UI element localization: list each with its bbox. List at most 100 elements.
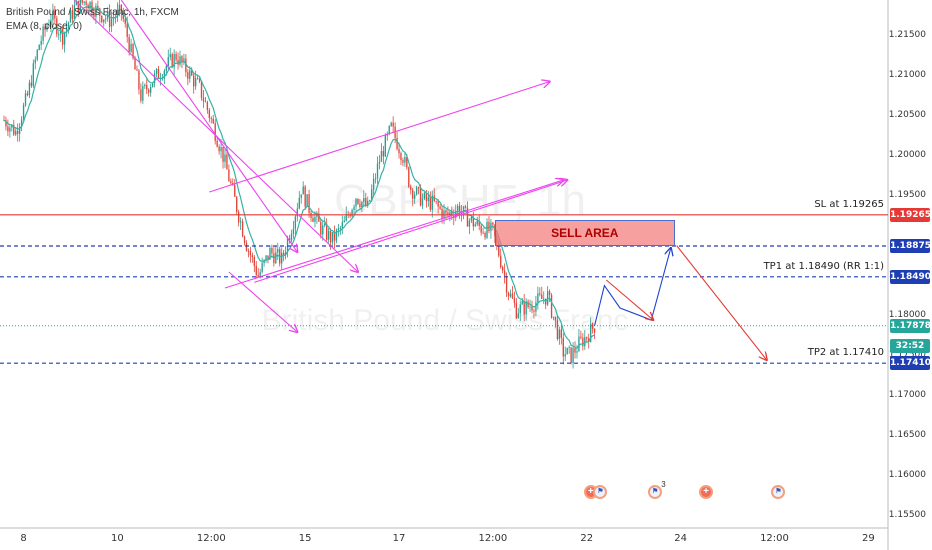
ema-indicator-label[interactable]: EMA (8, close, 0) (6, 21, 83, 32)
candle-body (327, 230, 330, 240)
candle-body (81, 0, 83, 3)
candle-body (539, 293, 541, 295)
candle-body (417, 187, 420, 189)
candle-body (237, 211, 240, 223)
time-tick-label: 24 (674, 533, 687, 544)
candle-body (38, 44, 40, 50)
time-tick-label: 8 (20, 533, 27, 544)
candle-body (363, 198, 365, 202)
time-tick-label: 17 (392, 533, 406, 544)
candle-body (251, 255, 254, 257)
candle-body (384, 135, 387, 157)
candle-body (523, 301, 525, 315)
sell-area-zone[interactable]: SELL AREA (494, 220, 675, 246)
candle-body (13, 125, 15, 135)
candle-body (189, 70, 191, 79)
tp1-level-label: TP1 at 1.18490 (RR 1:1) (763, 260, 884, 272)
candle-body (112, 18, 115, 19)
candle-body (320, 221, 322, 235)
candle-body (36, 49, 38, 60)
candle-body (533, 310, 535, 312)
candle-body (470, 216, 473, 221)
candle-body (304, 186, 306, 207)
candle-body (18, 126, 21, 134)
candle-body (439, 206, 441, 209)
sell-area-label: SELL AREA (551, 225, 619, 240)
candle-body (349, 215, 351, 217)
candle-body (110, 18, 113, 27)
candle-body (318, 213, 320, 222)
candle-body (169, 54, 171, 58)
price-tick-label: 1.20000 (888, 150, 926, 160)
candle-body (42, 26, 44, 41)
candle-body (157, 68, 160, 79)
candle-body (191, 70, 193, 76)
candle-body (515, 302, 518, 318)
event-flag-icon[interactable]: ⚑ (593, 485, 608, 499)
candle-body (185, 58, 187, 73)
candle-body (392, 122, 394, 127)
candle-body (372, 178, 375, 190)
candle-body (576, 351, 578, 353)
candle-body (325, 223, 328, 240)
candle-body (367, 200, 369, 206)
candle-body (337, 228, 340, 231)
candle-body (458, 205, 461, 216)
candle-body (396, 137, 398, 150)
candle-body (228, 169, 230, 182)
candle-body (339, 228, 342, 230)
candle-body (457, 205, 459, 212)
price-tick-label: 1.20500 (888, 110, 926, 120)
candle-body (236, 196, 238, 212)
candle-body (17, 130, 19, 134)
candle-body (429, 197, 431, 210)
time-tick-label: 12:00 (760, 533, 789, 544)
candle-body (441, 208, 443, 219)
candle-body (257, 274, 259, 277)
candle-body (124, 19, 126, 24)
candle-body (130, 44, 132, 52)
candle-body (26, 93, 29, 96)
candle-body (588, 338, 590, 342)
candle-body (22, 104, 25, 120)
watermark-name: British Pound / Swiss Franc (262, 304, 629, 337)
candle-body (492, 222, 494, 225)
candle-body (85, 1, 87, 5)
candle-body (144, 84, 146, 87)
time-tick-label: 22 (580, 533, 594, 544)
candle-body (241, 221, 244, 237)
candle-body (93, 12, 95, 17)
price-tick-label: 1.21500 (888, 30, 926, 40)
candle-body (271, 248, 273, 254)
candle-body (449, 212, 451, 215)
candle-body (537, 293, 539, 303)
candle-body (63, 32, 66, 45)
candle-body (568, 347, 570, 349)
candle-body (584, 337, 586, 347)
candle-body (149, 87, 152, 93)
candle-body (181, 56, 183, 63)
candle-body (556, 320, 559, 339)
candle-body (390, 122, 392, 126)
candle-body (468, 220, 471, 227)
event-flag-icon[interactable]: ⚑ (771, 485, 786, 499)
candle-body (312, 218, 314, 222)
candle-body (187, 72, 189, 79)
candle-body (69, 10, 72, 23)
candle-body (48, 25, 50, 27)
candle-body (324, 223, 326, 226)
candle-body (380, 151, 383, 162)
candle-body (220, 146, 222, 152)
candle-body (359, 203, 361, 208)
event-flag-icon[interactable]: ⚑ (648, 485, 663, 499)
candle-body (148, 89, 150, 93)
candle-body (259, 272, 261, 277)
candle-body (462, 206, 465, 213)
candle-body (431, 195, 433, 210)
candle-body (488, 221, 490, 232)
event-plus-icon[interactable]: + (699, 485, 714, 499)
candle-body (466, 207, 469, 227)
candle-body (138, 70, 140, 90)
